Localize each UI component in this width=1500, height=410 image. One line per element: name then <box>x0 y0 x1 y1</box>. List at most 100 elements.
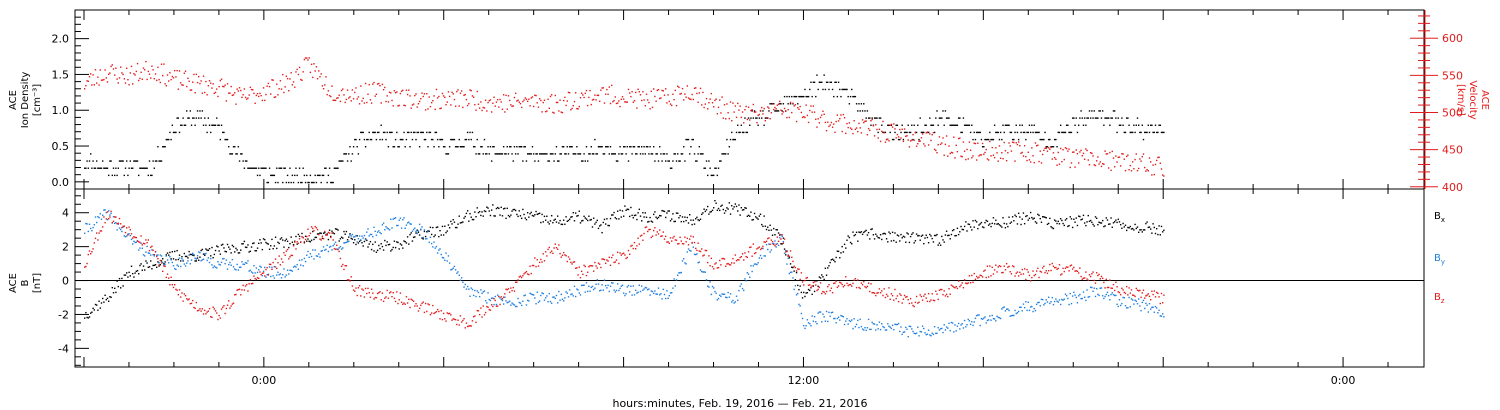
bz-point <box>343 268 345 271</box>
bx-point <box>837 250 840 253</box>
by-point <box>1094 295 1097 298</box>
by-point <box>661 298 663 300</box>
by-point <box>1045 299 1047 301</box>
bx-point <box>887 241 889 243</box>
bx-point <box>349 233 351 235</box>
by-point <box>980 317 983 320</box>
bx-point <box>780 243 782 245</box>
velocity-point <box>1019 144 1021 147</box>
bx-point <box>759 213 762 215</box>
density-point <box>261 167 264 169</box>
density-point <box>254 167 256 169</box>
by-point <box>410 223 412 225</box>
bx-point <box>538 212 541 214</box>
density-point <box>879 117 882 119</box>
by-point <box>363 234 366 237</box>
bx-point <box>434 234 436 236</box>
bx-point <box>612 214 614 216</box>
bx-point <box>849 241 852 244</box>
bx-point <box>211 246 213 249</box>
bx-point <box>833 259 835 261</box>
by-point <box>393 217 396 220</box>
density-point <box>1130 131 1133 134</box>
density-point <box>1151 124 1153 126</box>
velocity-point <box>484 99 487 102</box>
density-point <box>1149 124 1152 126</box>
velocity-point <box>628 92 631 94</box>
density-point <box>451 138 453 141</box>
density-point <box>429 131 432 134</box>
velocity-point <box>937 144 939 146</box>
velocity-point <box>430 101 433 104</box>
density-point <box>1071 117 1074 119</box>
bz-point <box>1057 267 1059 270</box>
by-point <box>579 294 582 296</box>
density-point <box>1001 138 1003 141</box>
velocity-point <box>920 137 923 139</box>
bz-point <box>656 231 659 233</box>
velocity-point <box>667 94 669 96</box>
velocity-point <box>777 103 780 105</box>
by-point <box>606 287 608 289</box>
by-point <box>202 258 205 260</box>
bz-point <box>768 237 770 239</box>
bz-point <box>612 254 614 256</box>
by-point <box>1005 308 1008 310</box>
bx-point <box>156 266 158 268</box>
by-point <box>109 214 111 216</box>
bz-point <box>627 249 630 252</box>
bz-point <box>93 242 95 244</box>
velocity-point <box>1134 158 1136 161</box>
bx-point <box>361 242 363 244</box>
by-point <box>135 241 138 243</box>
bz-point <box>608 256 610 259</box>
density-point <box>813 81 816 83</box>
velocity-point <box>999 157 1002 159</box>
bx-point <box>1015 215 1017 218</box>
by-point <box>144 255 146 257</box>
bz-point <box>369 296 372 299</box>
bx-point <box>165 254 168 256</box>
bz-point <box>625 257 627 260</box>
bx-point <box>693 223 696 225</box>
density-point <box>729 138 732 141</box>
velocity-point <box>181 84 183 86</box>
bx-point <box>409 233 411 236</box>
bx-point <box>752 218 755 221</box>
density-point <box>901 124 903 126</box>
by-point <box>145 251 147 253</box>
by-point <box>129 234 132 237</box>
velocity-point <box>1088 164 1091 166</box>
by-point <box>464 283 466 286</box>
velocity-point <box>727 112 729 114</box>
bz-point <box>294 241 296 243</box>
bx-point <box>525 218 528 221</box>
velocity-point <box>130 65 133 68</box>
by-point <box>465 288 468 290</box>
density-point <box>650 153 653 155</box>
by-point <box>93 224 95 226</box>
by-point <box>624 294 626 297</box>
bz-point <box>590 264 592 267</box>
by-point <box>1031 305 1033 308</box>
density-point <box>717 167 720 169</box>
density-point <box>1011 138 1014 141</box>
velocity-point <box>452 93 454 95</box>
density-point <box>134 160 136 162</box>
velocity-point <box>516 100 518 102</box>
velocity-point <box>446 101 448 103</box>
bz-point <box>175 288 177 291</box>
by-point <box>1019 306 1021 308</box>
velocity-point <box>990 155 992 157</box>
bz-point <box>324 230 326 233</box>
bx-point <box>232 245 235 248</box>
bx-point <box>114 287 116 290</box>
legend-by: By <box>1434 253 1445 266</box>
density-point <box>280 167 283 169</box>
velocity-point <box>367 93 369 95</box>
bx-point <box>217 246 219 248</box>
bx-point <box>536 213 538 216</box>
velocity-point <box>267 82 270 85</box>
density-point <box>737 124 739 126</box>
density-point <box>1157 131 1159 134</box>
